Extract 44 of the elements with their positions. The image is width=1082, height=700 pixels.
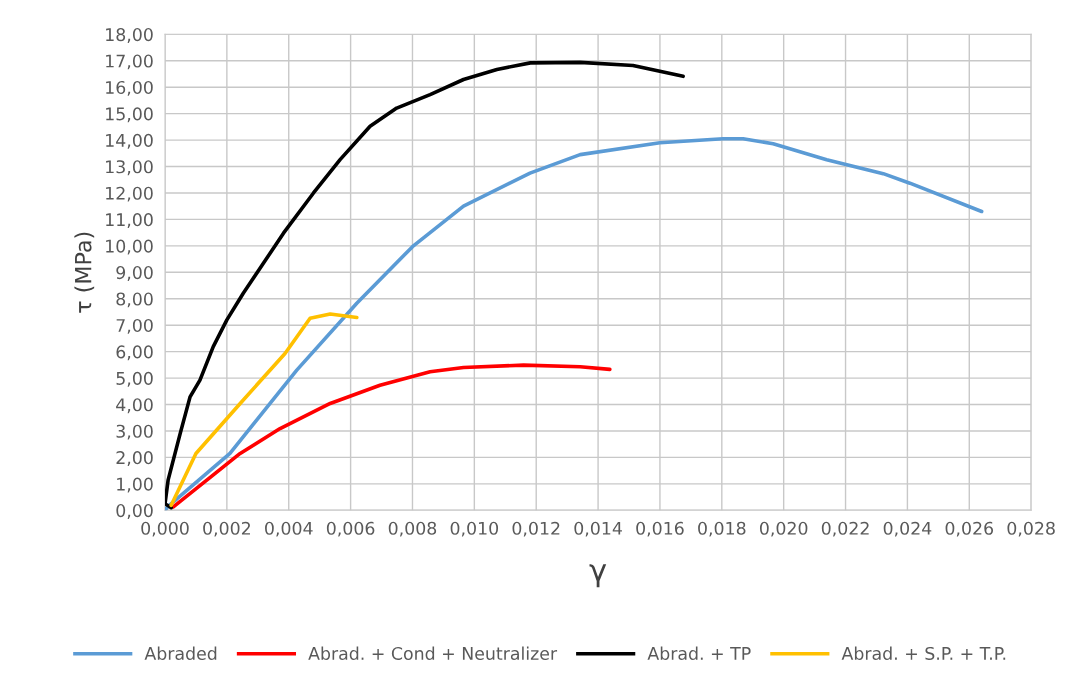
legend-label: Abrad. + S.P. + T.P. — [841, 646, 1006, 661]
x-tick-label: 0,008 — [388, 521, 437, 537]
y-tick-label: 2,00 — [116, 451, 153, 467]
y-tick-label: 7,00 — [116, 318, 153, 334]
x-tick-label: 0,026 — [945, 521, 994, 537]
y-tick-label: 13,00 — [106, 160, 153, 176]
x-tick-label: 0,006 — [326, 521, 375, 537]
y-tick-label: 9,00 — [116, 266, 153, 281]
y-tick-label: 6,00 — [116, 345, 153, 361]
y-tick-label: 5,00 — [116, 371, 153, 387]
x-tick-label: 0,024 — [883, 521, 932, 537]
x-tick-label: 0,028 — [1007, 521, 1055, 537]
x-tick-label: 0,022 — [821, 521, 869, 537]
legend-label: Abraded — [144, 646, 217, 661]
y-tick-label: 4,00 — [116, 398, 153, 414]
x-tick-label: 0,004 — [265, 521, 313, 537]
legend-label: Abrad. + Cond + Neutralizer — [308, 646, 558, 661]
y-tick-label: 18,00 — [106, 28, 153, 43]
y-tick-label: 17,00 — [106, 54, 153, 70]
y-tick-label: 12,00 — [106, 186, 153, 202]
y-axis-title: τ (MPa) — [74, 232, 95, 313]
x-axis-title: γ — [589, 564, 607, 588]
x-tick-label: 0,000 — [141, 521, 189, 537]
x-tick-label: 0,010 — [450, 521, 499, 537]
x-tick-label: 0,014 — [574, 521, 622, 537]
line-series — [165, 60, 685, 510]
y-tick-label: 10,00 — [106, 239, 153, 255]
y-tick-label: 15,00 — [106, 107, 153, 123]
line-series — [171, 363, 612, 509]
y-tick-label: 8,00 — [116, 292, 153, 308]
x-tick-label: 0,016 — [636, 521, 684, 537]
y-tick-label: 14,00 — [106, 133, 153, 149]
x-tick-label: 0,018 — [698, 521, 746, 537]
y-tick-label: 1,00 — [117, 477, 153, 493]
x-tick-label: 0,012 — [512, 521, 560, 537]
line-series — [169, 312, 359, 508]
y-tick-label: 0,00 — [116, 504, 153, 519]
x-tick-label: 0,020 — [759, 521, 808, 537]
y-tick-label: 16,00 — [106, 80, 153, 96]
y-tick-label: 11,00 — [106, 213, 153, 229]
legend-label: Abrad. + TP — [647, 646, 751, 661]
x-tick-label: 0,002 — [203, 521, 250, 537]
y-tick-label: 3,00 — [116, 424, 153, 440]
line-series — [165, 136, 984, 511]
